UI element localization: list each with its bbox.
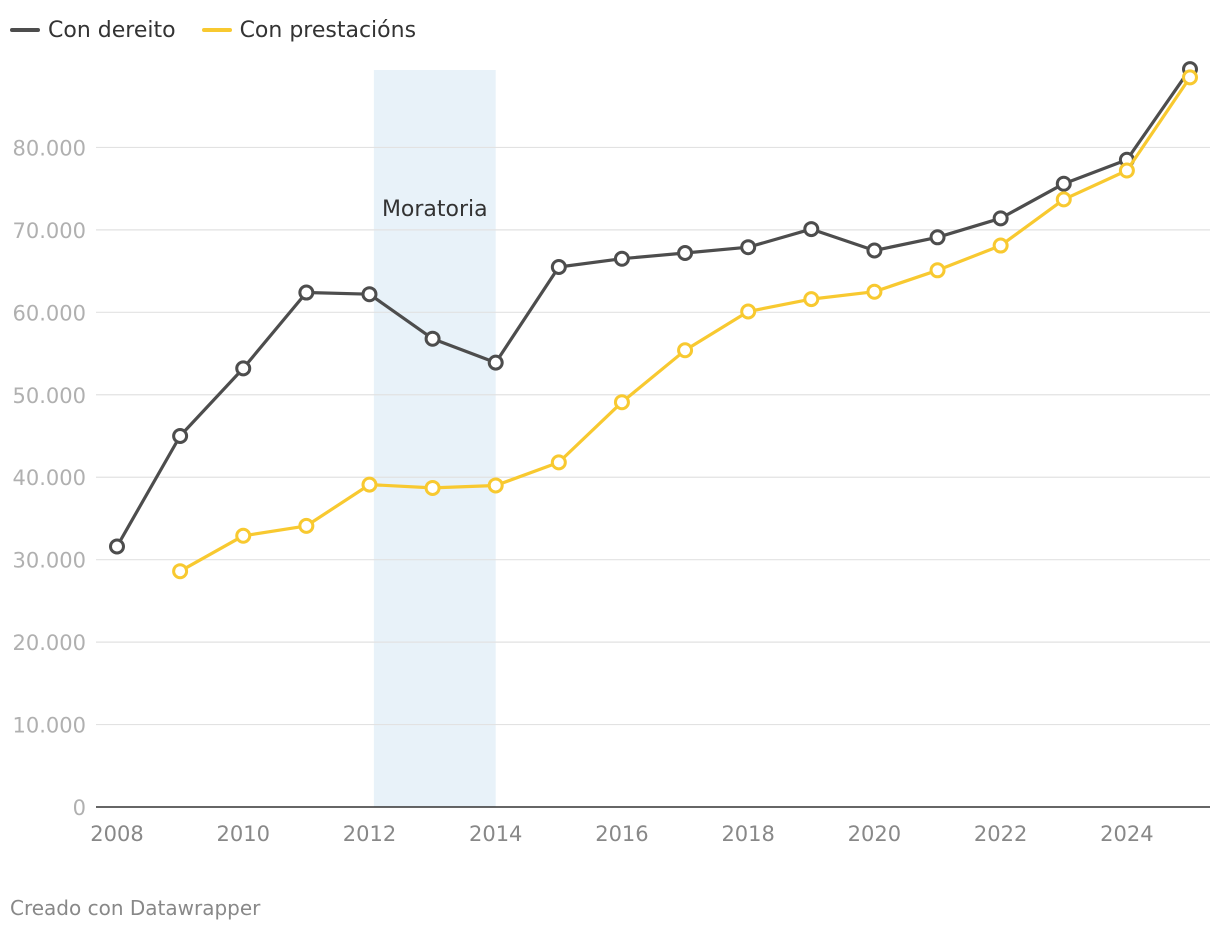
legend-swatch-con-prestacions <box>201 28 232 32</box>
data-point-con-prestacions <box>613 394 630 411</box>
data-point-con-dereito <box>929 229 946 246</box>
legend-label-con-prestacions: Con prestacións <box>239 17 417 43</box>
series-line-con-prestacions <box>178 75 1192 573</box>
footer-credit: Creado con Datawrapper <box>10 896 261 920</box>
x-tick-label: 2020 <box>848 822 901 846</box>
x-tick-label: 2024 <box>1100 822 1153 846</box>
data-point-con-prestacions <box>1118 162 1135 179</box>
data-point-con-dereito <box>109 538 125 555</box>
data-point-con-dereito <box>1055 175 1072 192</box>
data-point-con-dereito <box>361 286 378 303</box>
data-point-con-prestacions <box>235 527 252 544</box>
y-tick-label: 10.000 <box>13 714 86 738</box>
x-tick-label: 2008 <box>90 822 143 846</box>
chart-legend: Con dereito Con prestacións <box>10 14 416 46</box>
y-tick-label: 0 <box>73 796 86 820</box>
y-tick-label: 80.000 <box>13 136 86 160</box>
highlight-label-moratoria: Moratoria <box>382 197 488 222</box>
highlight-band-moratoria <box>373 70 496 807</box>
data-point-con-prestacions <box>992 237 1009 254</box>
data-point-con-dereito <box>235 360 252 377</box>
y-tick-label: 30.000 <box>13 549 86 573</box>
legend-item-con-dereito: Con dereito <box>10 18 176 43</box>
x-tick-label: 2022 <box>974 822 1027 846</box>
data-point-con-prestacions <box>298 517 315 534</box>
data-point-con-prestacions <box>929 262 946 279</box>
data-point-con-dereito <box>424 330 441 347</box>
y-tick-label: 50.000 <box>13 384 86 408</box>
data-point-con-dereito <box>992 210 1009 227</box>
data-point-con-prestacions <box>740 303 757 320</box>
y-tick-label: 60.000 <box>13 301 86 325</box>
series-line-con-dereito <box>115 67 1192 549</box>
data-point-con-dereito <box>740 239 757 256</box>
data-point-con-prestacions <box>1182 69 1198 86</box>
data-point-con-dereito <box>866 242 883 259</box>
data-point-con-dereito <box>803 221 820 238</box>
legend-swatch-con-dereito <box>10 28 40 32</box>
y-tick-label: 70.000 <box>13 219 86 243</box>
data-point-con-dereito <box>677 244 694 261</box>
data-point-con-prestacions <box>550 454 567 471</box>
x-tick-label: 2012 <box>343 822 396 846</box>
data-point-con-prestacions <box>172 563 189 580</box>
x-tick-label: 2016 <box>595 822 648 846</box>
data-point-con-prestacions <box>803 291 820 308</box>
data-point-con-prestacions <box>361 476 378 493</box>
data-point-con-dereito <box>550 258 567 275</box>
data-point-con-prestacions <box>677 342 694 359</box>
x-tick-label: 2010 <box>217 822 270 846</box>
data-point-con-prestacions <box>424 479 441 496</box>
y-tick-label: 40.000 <box>13 466 86 490</box>
legend-item-con-prestacions: Con prestacións <box>201 17 417 43</box>
data-point-con-prestacions <box>1055 191 1072 208</box>
data-point-con-dereito <box>298 284 315 301</box>
data-point-con-dereito <box>172 428 189 444</box>
data-point-con-prestacions <box>866 283 883 300</box>
y-tick-label: 20.000 <box>13 631 86 655</box>
data-point-con-dereito <box>487 354 504 371</box>
data-point-con-dereito <box>613 250 630 267</box>
x-tick-label: 2014 <box>469 822 522 846</box>
x-tick-label: 2018 <box>721 822 774 846</box>
legend-label-con-dereito: Con dereito <box>48 17 176 43</box>
data-point-con-prestacions <box>487 477 504 494</box>
